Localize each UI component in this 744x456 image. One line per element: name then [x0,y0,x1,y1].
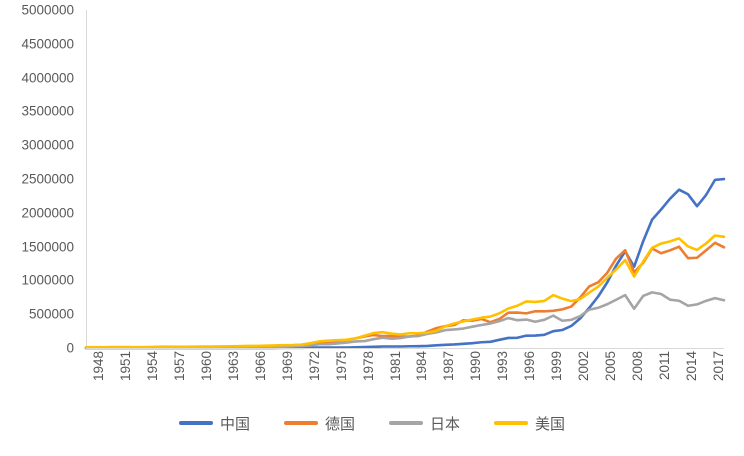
x-axis-tick-text: 2005 [603,351,619,382]
x-axis-tick-text: 1954 [144,351,160,382]
x-axis-tick-text: 2008 [630,351,646,382]
x-axis-tick-text: 1960 [198,351,214,382]
y-axis: 0 500000 1000000 1500000 2000000 2500000 30000… [0,0,80,360]
series-line-1 [84,241,726,350]
x-axis-tick-label: 1990 [468,349,484,382]
x-axis-tick-text: 1948 [91,351,106,382]
x-axis-tick-text: 1978 [360,351,376,382]
x-axis-tick-label: 1966 [252,349,268,382]
y-axis-tick-label: 4000000 [21,70,74,86]
legend-item[interactable]: 日本 [389,413,460,434]
x-axis-tick-label: 2014 [684,349,700,382]
x-axis-tick-text: 1990 [468,351,484,382]
x-axis: 1948 1951 1954 1957 1960 1963 1966 1969 1972 1975… [86,349,727,405]
legend-label: 日本 [430,414,461,433]
plot-svg [84,177,726,350]
series-line-3 [84,234,726,349]
legend-item[interactable]: 德国 [283,413,355,434]
y-axis-tick-label: 4500000 [21,36,74,52]
x-axis-tick-label: 1972 [306,349,322,382]
x-axis-tick-label: 2008 [630,349,646,382]
x-axis-tick-label: 1960 [198,349,214,382]
x-axis-tick-text: 1957 [171,351,187,382]
legend-color-swatch [389,421,423,425]
x-axis-tick-label: 1987 [441,349,457,382]
x-axis-tick-text: 2017 [711,351,727,382]
x-axis-tick-text: 1975 [333,351,349,382]
y-axis-tick-label: 3000000 [21,137,74,153]
x-axis-tick-label: 2002 [576,349,592,382]
x-axis-tick-label: 2017 [711,349,727,382]
legend-color-swatch [494,421,529,425]
x-axis-tick-text: 1972 [306,351,322,382]
x-axis-tick-text: 1951 [117,351,133,382]
legend-item[interactable]: 美国 [494,413,565,434]
y-axis-tick-label: 1000000 [21,272,74,288]
y-axis-tick-label: 0 [66,340,74,356]
x-axis-tick-text: 1993 [495,351,511,382]
legend-label: 德国 [324,414,355,433]
y-axis-tick-label: 500000 [28,306,74,322]
series-line-2 [84,291,726,350]
x-axis-tick-text: 1969 [279,351,295,382]
x-axis-tick-text: 1996 [522,351,538,382]
x-axis-tick-label: 1996 [522,349,538,382]
x-axis-tick-text: 1966 [252,351,268,382]
x-axis-tick-text: 1987 [441,351,457,382]
legend-label: 中国 [219,414,250,433]
x-axis-tick-label: 1984 [414,349,430,382]
y-axis-tick-label: 2500000 [21,171,74,187]
x-axis-line [86,348,724,349]
y-axis-tick-label: 2000000 [21,205,74,221]
x-axis-tick-label: 1975 [333,349,349,382]
y-axis-tick-label: 3500000 [21,103,74,119]
plot-area [84,10,726,350]
x-axis-tick-text: 1981 [387,351,403,382]
x-axis-tick-label: 1963 [225,349,241,382]
x-axis-tick-text: 2002 [576,351,592,382]
y-axis-tick-label: 1500000 [21,239,74,255]
x-axis-tick-text: 2011 [657,351,673,381]
chart-legend: 中国 德国 日本 美国 [0,408,744,438]
legend-color-swatch [283,421,318,425]
x-axis-tick-text: 1984 [414,351,430,382]
x-axis-tick-text: 1963 [225,351,241,382]
x-axis-tick-label: 1978 [360,349,376,382]
x-axis-tick-label: 1957 [171,349,187,382]
x-axis-tick-label: 2011 [657,349,673,381]
legend-color-swatch [178,421,213,425]
legend-item[interactable]: 中国 [178,413,250,434]
x-axis-tick-label: 1948 [91,349,106,382]
x-axis-tick-label: 1954 [144,349,160,382]
x-axis-tick-label: 1999 [549,349,565,382]
x-axis-tick-label: 1981 [387,349,403,382]
x-axis-tick-label: 2005 [603,349,619,382]
x-axis-tick-label: 1969 [279,349,295,382]
legend-label: 美国 [535,414,566,433]
x-axis-tick-text: 1999 [549,351,565,382]
x-axis-tick-text: 2014 [684,351,700,382]
y-axis-tick-label: 5000000 [21,2,74,18]
y-axis-line [86,10,87,348]
x-axis-tick-label: 1951 [117,349,133,382]
x-axis-tick-label: 1993 [495,349,511,382]
